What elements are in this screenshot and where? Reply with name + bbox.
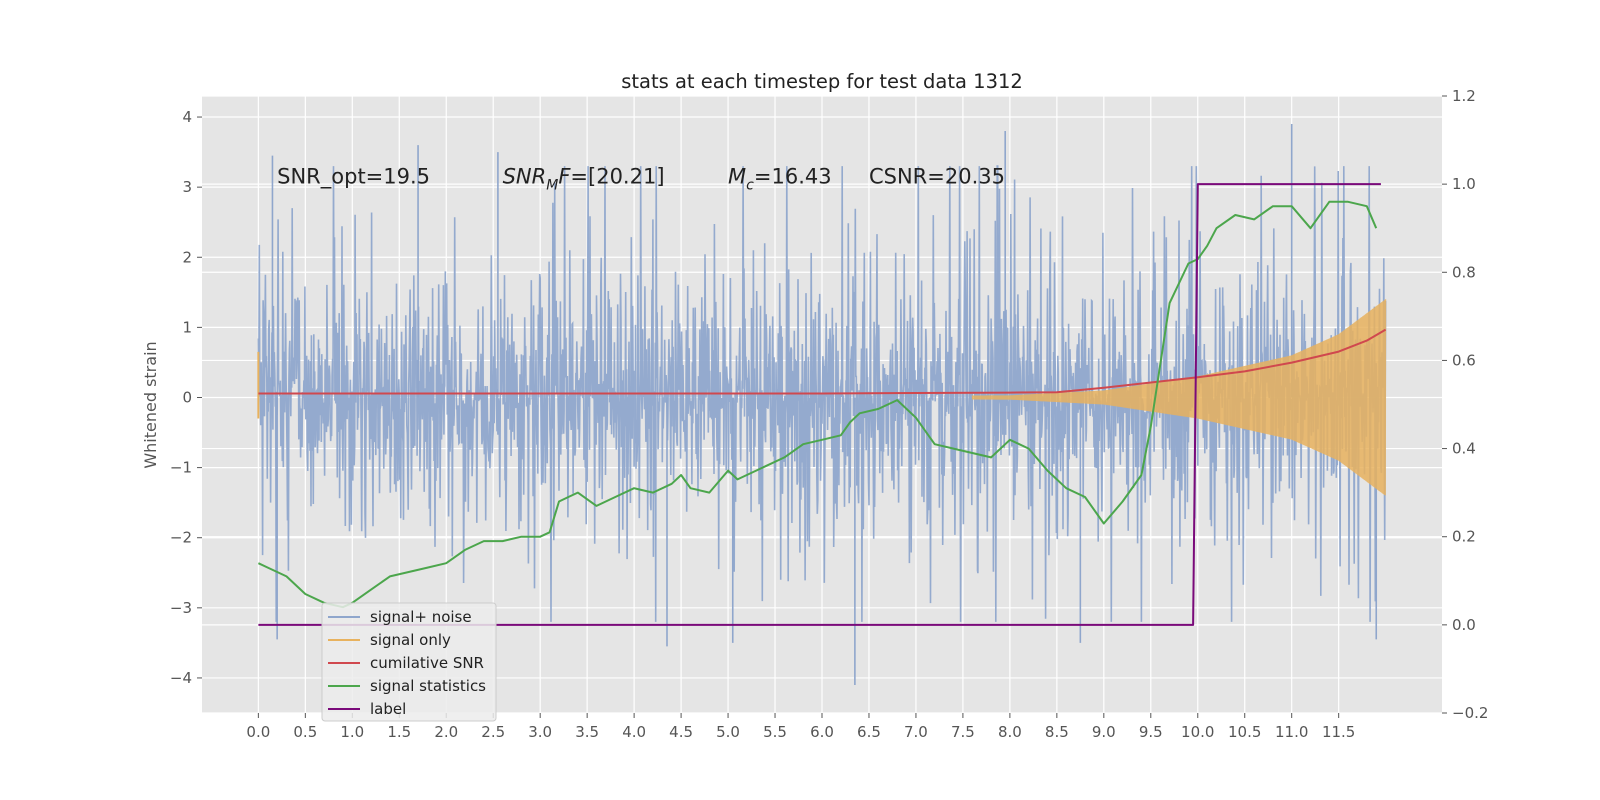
x-tick-label: 0.0: [246, 723, 270, 741]
series-layer: [257, 124, 1387, 685]
series-signal-noise: [257, 165, 1387, 622]
legend-label: signal statistics: [370, 677, 486, 695]
y2-tick-label: 1.0: [1452, 175, 1476, 193]
legend-label: cumilative SNR: [370, 654, 484, 672]
x-tick-label: 0.5: [293, 723, 317, 741]
y-tick-label: 3: [182, 178, 192, 196]
legend-label: signal+ noise: [370, 608, 472, 626]
y-axis-right: 1.2 1.0 0.8 0.6 0.4 0.2 0.0 −0.2: [1442, 87, 1488, 722]
x-tick-label: 11.5: [1322, 723, 1355, 741]
annotation-1: SNRMF=[20.21]: [503, 165, 665, 194]
annotation-2: Mc=16.43: [728, 165, 832, 194]
x-tick-label: 1.5: [387, 723, 411, 741]
y2-tick-label: 1.2: [1452, 87, 1476, 105]
legend: signal+ noise signal only cumilative SNR si…: [321, 602, 497, 722]
chart-title: stats at each timestep for test data 131…: [621, 70, 1023, 93]
y-tick-label: −1: [170, 459, 192, 477]
x-tick-label: 6.5: [857, 723, 881, 741]
y-tick-label: −2: [170, 529, 192, 547]
x-tick-label: 5.0: [716, 723, 740, 741]
y2-tick-label: 0.6: [1452, 351, 1476, 369]
x-tick-label: 9.0: [1092, 723, 1116, 741]
series-signal-statistics: [257, 200, 1378, 609]
series-label: [258, 183, 1381, 626]
x-tick-label: 9.5: [1139, 723, 1163, 741]
legend-box: [321, 602, 497, 722]
annotations: SNR_opt=19.5 SNRMF=[20.21] Mc=16.43 CSNR=20…: [277, 165, 1005, 194]
legend-label: signal only: [370, 631, 451, 649]
x-axis: 0.0 0.5 1.0 1.5 2.0 2.5 3.0 3.5 4.0 4.5 5.0 5.5 6.0 6…: [246, 713, 1355, 741]
y-tick-label: −4: [170, 669, 192, 687]
y-tick-label: −3: [170, 599, 192, 617]
y-tick-label: 0: [182, 388, 192, 406]
x-tick-label: 11.0: [1275, 723, 1308, 741]
x-tick-label: 10.0: [1181, 723, 1214, 741]
annotation-3: CSNR=20.35: [869, 165, 1005, 189]
x-tick-label: 2.5: [481, 723, 505, 741]
x-tick-label: 3.5: [575, 723, 599, 741]
y-tick-label: 4: [182, 108, 192, 126]
x-tick-label: 1.0: [340, 723, 364, 741]
y2-tick-label: 0.0: [1452, 616, 1476, 634]
x-tick-label: 8.0: [998, 723, 1022, 741]
x-tick-label: 4.0: [622, 723, 646, 741]
series-cumulative-snr: [258, 328, 1387, 395]
y2-tick-label: 0.8: [1452, 263, 1476, 281]
x-tick-label: 7.5: [951, 723, 975, 741]
y-tick-label: 1: [182, 318, 192, 336]
y-tick-label: 2: [182, 248, 192, 266]
x-tick-label: 8.5: [1045, 723, 1069, 741]
y-axis-label: Whitened strain: [141, 341, 160, 468]
annotation-0: SNR_opt=19.5: [277, 165, 430, 190]
legend-label: label: [370, 700, 406, 718]
y2-tick-label: 0.4: [1452, 440, 1476, 458]
x-tick-label: 3.0: [528, 723, 552, 741]
x-tick-label: 6.0: [810, 723, 834, 741]
y2-tick-label: −0.2: [1452, 704, 1488, 722]
x-tick-label: 4.5: [669, 723, 693, 741]
x-tick-label: 2.0: [434, 723, 458, 741]
x-tick-label: 5.5: [763, 723, 787, 741]
x-tick-label: 7.0: [904, 723, 928, 741]
x-tick-label: 10.5: [1228, 723, 1261, 741]
y-axis-left: 4 3 2 1 0 −1 −2 −3 −4: [170, 108, 202, 687]
y2-tick-label: 0.2: [1452, 528, 1476, 546]
